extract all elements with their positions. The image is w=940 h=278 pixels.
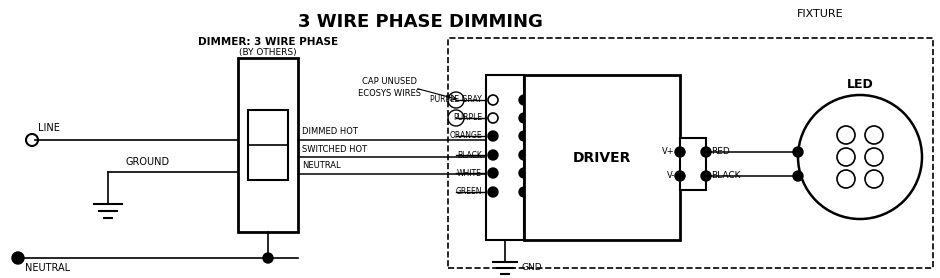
- Circle shape: [519, 95, 529, 105]
- Text: NEUTRAL: NEUTRAL: [25, 263, 70, 273]
- Text: DRIVER: DRIVER: [572, 150, 631, 165]
- Text: WHITE: WHITE: [457, 168, 482, 177]
- Circle shape: [675, 171, 685, 181]
- Text: LED: LED: [847, 78, 873, 91]
- Circle shape: [488, 150, 498, 160]
- Circle shape: [793, 147, 803, 157]
- Text: SWITCHED HOT: SWITCHED HOT: [302, 145, 368, 153]
- Text: GND: GND: [521, 262, 541, 272]
- Circle shape: [519, 131, 529, 141]
- Bar: [680, 138, 706, 190]
- Text: GREEN: GREEN: [456, 187, 482, 197]
- Text: 3 WIRE PHASE DIMMING: 3 WIRE PHASE DIMMING: [298, 13, 542, 31]
- Text: NEUTRAL: NEUTRAL: [302, 162, 340, 170]
- Circle shape: [488, 168, 498, 178]
- Text: BLACK: BLACK: [711, 172, 741, 180]
- Text: BLACK: BLACK: [457, 150, 482, 160]
- Text: V+: V+: [663, 148, 675, 157]
- Circle shape: [519, 187, 529, 197]
- Circle shape: [701, 171, 711, 181]
- Bar: [238, 58, 298, 232]
- Circle shape: [793, 171, 803, 181]
- Circle shape: [675, 147, 685, 157]
- Text: LINE: LINE: [38, 123, 60, 133]
- Circle shape: [12, 252, 24, 264]
- Circle shape: [488, 131, 498, 141]
- Circle shape: [519, 113, 529, 123]
- Text: CAP UNUSED: CAP UNUSED: [363, 78, 417, 86]
- Circle shape: [488, 187, 498, 197]
- Bar: [248, 110, 288, 180]
- Text: PURPLE: PURPLE: [453, 113, 482, 123]
- Text: V-: V-: [666, 172, 675, 180]
- Text: ORANGE: ORANGE: [449, 131, 482, 140]
- Text: (BY OTHERS): (BY OTHERS): [239, 48, 297, 58]
- Circle shape: [519, 168, 529, 178]
- Bar: [448, 38, 933, 268]
- Bar: [524, 75, 680, 240]
- Text: DIMMER: 3 WIRE PHASE: DIMMER: 3 WIRE PHASE: [198, 37, 338, 47]
- Bar: [486, 75, 524, 240]
- Text: DIMMED HOT: DIMMED HOT: [302, 128, 358, 136]
- Circle shape: [519, 150, 529, 160]
- Circle shape: [263, 253, 273, 263]
- Text: ECOSYS WIRES: ECOSYS WIRES: [358, 90, 421, 98]
- Text: PURPLE GRAY: PURPLE GRAY: [431, 96, 482, 105]
- Text: RED: RED: [711, 148, 729, 157]
- Text: FIXTURE: FIXTURE: [797, 9, 843, 19]
- Text: GROUND: GROUND: [125, 157, 169, 167]
- Circle shape: [701, 147, 711, 157]
